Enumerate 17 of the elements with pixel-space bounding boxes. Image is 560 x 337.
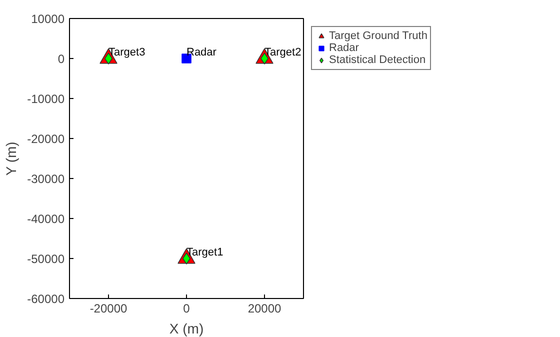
legend-label: Radar <box>329 42 359 54</box>
y-tick-label: -40000 <box>27 212 65 226</box>
y-tick-label: 0 <box>58 52 65 66</box>
y-tick-label: -60000 <box>27 292 65 306</box>
y-tick-label: 10000 <box>31 12 65 26</box>
legend-label: Statistical Detection <box>329 54 426 66</box>
y-axis-title: Y (m) <box>3 142 20 176</box>
x-axis-title: X (m) <box>169 320 204 336</box>
y-tick-label: -20000 <box>27 132 65 146</box>
x-tick-label: -20000 <box>90 302 128 316</box>
annotation: Radar <box>186 46 217 58</box>
x-tick-label: 20000 <box>248 302 282 316</box>
x-tick-label: 0 <box>183 302 190 316</box>
y-tick-label: -10000 <box>27 92 65 106</box>
y-tick-label: -50000 <box>27 252 65 266</box>
y-tick-label: -30000 <box>27 172 65 186</box>
legend-label: Target Ground Truth <box>329 30 428 42</box>
